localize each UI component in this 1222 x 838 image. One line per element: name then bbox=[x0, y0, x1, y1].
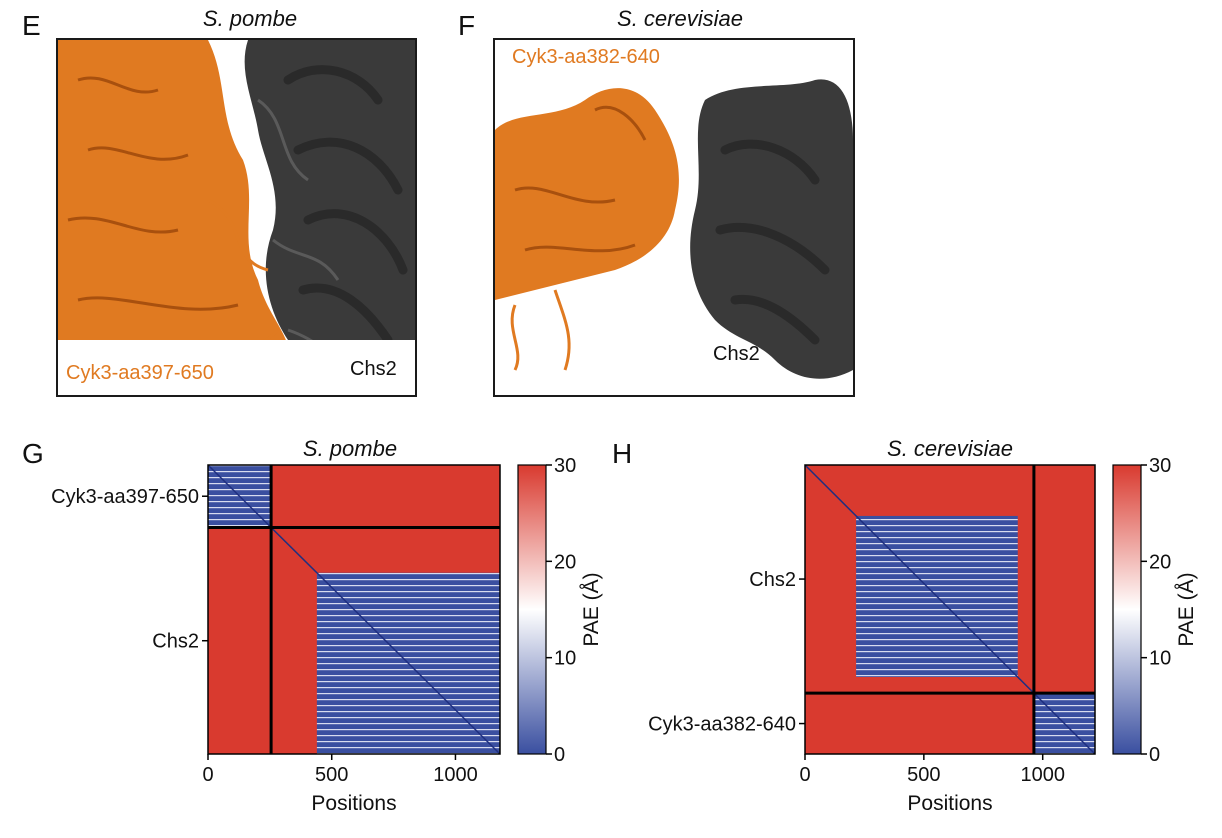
panel-h-species: S. cerevisiae bbox=[887, 436, 1013, 461]
heatmap-diagonal bbox=[207, 464, 501, 755]
x-tick-label-0: 0 bbox=[202, 764, 213, 786]
y-chain-label-0: Chs2 bbox=[749, 569, 796, 591]
heatmap-frame bbox=[207, 464, 501, 755]
panel-e-chs2-label: Chs2 bbox=[350, 358, 397, 380]
x-tick-label-0: 0 bbox=[799, 764, 810, 786]
panel-e-species: S. pombe bbox=[202, 6, 298, 31]
structure-f-image bbox=[493, 38, 855, 397]
colorbar-tick-label-10: 10 bbox=[554, 648, 576, 670]
panel-f-species: S. cerevisiae bbox=[617, 6, 743, 31]
panel-f-cyk3-label: Cyk3-aa382-640 bbox=[512, 46, 660, 68]
colorbar bbox=[1112, 464, 1142, 755]
colorbar-tick-label-30: 30 bbox=[554, 455, 576, 477]
x-tick-label-1000: 1000 bbox=[433, 764, 478, 786]
colorbar-label: PAE (Å) bbox=[580, 572, 603, 646]
panel-e-cyk3-label: Cyk3-aa397-650 bbox=[66, 362, 214, 384]
colorbar bbox=[517, 464, 547, 755]
structure-f-render bbox=[495, 79, 853, 379]
colorbar-label: PAE (Å) bbox=[1175, 572, 1198, 646]
panel-letter-f: F bbox=[458, 10, 476, 41]
colorbar-tick-label-30: 30 bbox=[1149, 455, 1171, 477]
heatmap-frame bbox=[804, 464, 1096, 755]
y-chain-label-1: Chs2 bbox=[152, 631, 199, 653]
heatmap-pombe: 0 500 1000 Positions Cyk3-aa397-650 Chs2 0 10 20… bbox=[51, 455, 603, 815]
x-tick-label-1000: 1000 bbox=[1020, 764, 1065, 786]
heatmap-cerevisiae: 0 500 1000 Positions Chs2 Cyk3-aa382-640 0 10 20… bbox=[648, 455, 1198, 815]
x-axis-label: Positions bbox=[311, 792, 396, 815]
colorbar-tick-label-0: 0 bbox=[1149, 744, 1160, 766]
y-chain-label-0: Cyk3-aa397-650 bbox=[51, 486, 199, 508]
panel-letter-g: G bbox=[22, 438, 44, 469]
panel-letter-h: H bbox=[612, 438, 633, 469]
panel-g-species: S. pombe bbox=[302, 436, 398, 461]
colorbar-tick-label-20: 20 bbox=[1149, 551, 1171, 573]
heatmap-diagonal bbox=[804, 464, 1096, 755]
x-tick-label-500: 500 bbox=[315, 764, 348, 786]
structure-e-image bbox=[56, 38, 417, 397]
colorbar-tick-label-0: 0 bbox=[554, 744, 565, 766]
colorbar-tick-label-10: 10 bbox=[1149, 648, 1171, 670]
structure-e-render bbox=[58, 40, 415, 395]
panel-letter-e: E bbox=[22, 10, 41, 41]
y-chain-label-1: Cyk3-aa382-640 bbox=[648, 714, 796, 736]
x-tick-label-500: 500 bbox=[907, 764, 940, 786]
panel-f-chs2-label: Chs2 bbox=[713, 343, 760, 365]
colorbar-tick-label-20: 20 bbox=[554, 551, 576, 573]
x-axis-label: Positions bbox=[907, 792, 992, 815]
